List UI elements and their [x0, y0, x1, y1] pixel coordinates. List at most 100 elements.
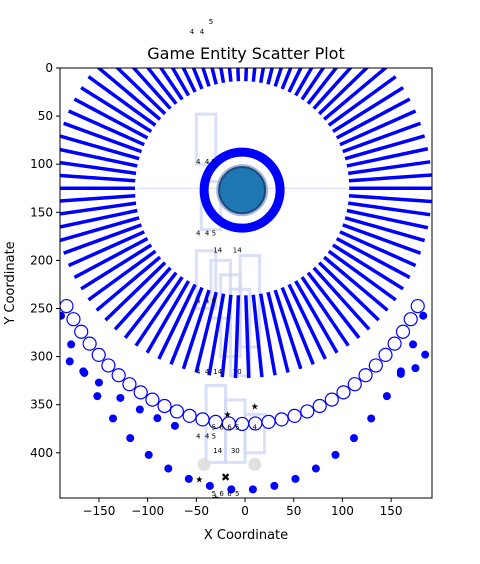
open-circle-9 [324, 392, 339, 407]
radial-spike-24 [220, 294, 233, 378]
radial-spike-74 [287, 68, 303, 93]
radial-spike-83 [335, 97, 411, 140]
radial-spike-18 [273, 289, 303, 370]
radial-spike-87 [346, 147, 429, 168]
open-circle-0 [410, 298, 425, 314]
radial-spike-28 [169, 286, 204, 365]
inner-dot-8 [411, 364, 420, 373]
radial-spike-40 [63, 223, 143, 255]
radial-spike-66 [227, 68, 233, 82]
radial-spike-12 [312, 266, 371, 331]
radial-spike-37 [80, 243, 153, 291]
radial-spike-44 [60, 193, 136, 203]
green-star-1: ★ [251, 403, 259, 413]
entity-label-0-2: 5 [212, 158, 216, 166]
green-star-3: ★ [212, 494, 220, 504]
radial-spike-6 [339, 230, 417, 268]
x-tick-label-2: −50 [184, 504, 209, 518]
arc-dot-21 [60, 311, 65, 320]
radial-spike-89 [348, 173, 432, 183]
open-circle-21 [169, 404, 185, 419]
radial-spike-61 [181, 68, 197, 93]
arc-dot-11 [227, 485, 236, 494]
open-circle-14 [261, 414, 276, 430]
y-tick-label-3: 150 [30, 205, 53, 219]
x-tick-label-6: 150 [380, 504, 403, 518]
open-circle-29 [82, 336, 97, 351]
entity-label-11-1: 4 [251, 500, 256, 508]
entity-label-11-0: 4 [235, 500, 240, 508]
open-circle-11 [300, 404, 315, 419]
radial-spike-51 [67, 109, 145, 147]
entity-label-4-1: 4 [205, 497, 210, 505]
entity-label-0-0: 4 [196, 158, 201, 166]
arc-dot-18 [93, 392, 102, 401]
arc-dot-8 [291, 474, 300, 483]
radial-spike-30 [145, 280, 191, 354]
x-tick-label-3: 0 [241, 504, 249, 518]
x-tick-label-1: −100 [131, 504, 164, 518]
arc-dot-0 [419, 311, 428, 320]
ghost-block-0 [194, 112, 218, 166]
radial-spike-81 [327, 75, 397, 127]
radial-spike-23 [233, 295, 241, 379]
y-tick-label-2: 100 [30, 157, 53, 171]
radial-spike-53 [80, 86, 153, 133]
radial-spike-5 [342, 223, 422, 255]
open-circle-4 [378, 347, 393, 362]
y-axis-label: Y Coordinate [3, 241, 18, 325]
arc-dot-12 [205, 481, 214, 490]
open-circle-3 [387, 336, 402, 351]
radial-spike-41 [60, 216, 140, 243]
arc-dot-1 [409, 340, 418, 349]
radial-spike-21 [251, 294, 264, 378]
entity-label-4-2: 5 [212, 497, 216, 505]
radial-spike-38 [73, 236, 149, 279]
radial-spike-10 [323, 255, 389, 312]
arc-dot-13 [184, 474, 193, 483]
open-circle-10 [312, 398, 327, 414]
radial-spike-16 [287, 283, 327, 360]
top-label-0: 4 [190, 28, 195, 36]
radial-spike-9 [327, 249, 397, 302]
open-circle-26 [111, 368, 126, 383]
entity-label-8-2: 6 [227, 424, 232, 432]
y-tick-label-4: 200 [30, 253, 53, 267]
entity-label-9-2: 6 [227, 490, 232, 498]
radial-spike-29 [157, 283, 197, 360]
radial-spike-70 [258, 68, 266, 84]
radial-spike-60 [170, 68, 191, 97]
entity-label-7-1: 4 [205, 368, 210, 376]
open-circle-19 [195, 412, 210, 427]
radial-spike-73 [280, 68, 293, 90]
arc-dot-9 [270, 481, 279, 490]
entity-label-3-1: 4 [205, 432, 210, 440]
open-circle-2 [395, 324, 411, 339]
open-circle-7 [347, 377, 362, 392]
entity-label-9-1: 6 [219, 490, 224, 498]
arc-dot-4 [367, 414, 376, 423]
radial-spike-69 [251, 68, 257, 82]
entity-label-8-3: 5 [235, 424, 239, 432]
green-star-0: ★ [223, 410, 231, 420]
radial-spike-58 [145, 68, 178, 105]
open-circle-20 [182, 408, 197, 423]
entity-label-4-0: 4 [196, 497, 201, 505]
y-tick-label-1: 50 [38, 109, 53, 123]
entity-label-6-0: 14 [213, 505, 222, 513]
inner-dot-5 [153, 414, 162, 423]
ghost-block-1 [199, 180, 223, 232]
radial-spike-85 [342, 121, 422, 154]
arc-dot-10 [248, 485, 257, 494]
entity-label-10-1: 30 [231, 447, 240, 455]
radial-spike-64 [210, 68, 218, 85]
radial-spike-35 [95, 255, 162, 312]
gray-circle-0 [197, 457, 211, 471]
entity-label-8-4: 4 [253, 424, 258, 432]
y-tick-label-5: 250 [30, 301, 53, 315]
entity-label-0-1: 4 [205, 158, 210, 166]
inner-dot-7 [396, 369, 405, 378]
radial-spike-7 [335, 236, 411, 279]
radial-spike-63 [201, 68, 211, 87]
